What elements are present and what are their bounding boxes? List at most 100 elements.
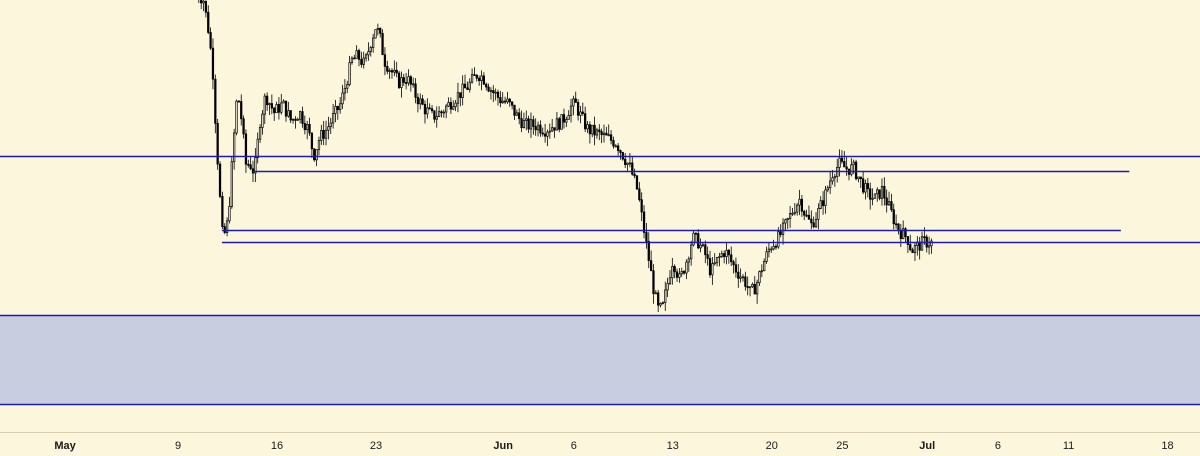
candle bbox=[487, 83, 490, 93]
candle bbox=[751, 282, 754, 289]
candle bbox=[584, 106, 587, 132]
time-axis-tick-label: Jun bbox=[493, 440, 513, 452]
candle bbox=[298, 110, 302, 124]
time-axis-tick-label: 18 bbox=[1161, 440, 1173, 452]
candle bbox=[614, 144, 617, 148]
candle bbox=[746, 276, 749, 296]
candle bbox=[864, 179, 867, 200]
candle bbox=[534, 118, 537, 136]
candle bbox=[845, 157, 848, 176]
candle bbox=[442, 109, 445, 118]
time-axis-tick-label: 11 bbox=[1063, 440, 1074, 452]
candle bbox=[784, 218, 787, 231]
horizontal-levels[interactable] bbox=[0, 155, 1200, 406]
candle bbox=[753, 276, 756, 295]
time-axis-panel bbox=[0, 432, 1200, 456]
candle bbox=[657, 289, 660, 313]
candle bbox=[581, 102, 584, 116]
candle bbox=[664, 281, 667, 311]
candle bbox=[525, 110, 528, 131]
candle bbox=[854, 159, 858, 181]
candle bbox=[737, 264, 740, 288]
candle bbox=[249, 157, 252, 171]
candle bbox=[609, 130, 613, 145]
candle bbox=[817, 203, 820, 230]
candle bbox=[369, 45, 372, 57]
candle bbox=[796, 203, 799, 216]
candle bbox=[449, 97, 453, 114]
candle bbox=[927, 236, 931, 255]
candle bbox=[706, 246, 709, 266]
candle bbox=[515, 109, 518, 116]
candle bbox=[666, 277, 669, 297]
candle bbox=[826, 185, 829, 193]
candle bbox=[819, 196, 822, 210]
candle bbox=[324, 120, 328, 146]
candle bbox=[876, 187, 879, 202]
candle bbox=[694, 232, 698, 243]
candle bbox=[687, 256, 690, 272]
candle bbox=[207, 5, 210, 35]
candle bbox=[513, 104, 516, 120]
candle bbox=[887, 191, 891, 206]
candle bbox=[339, 97, 342, 114]
candle bbox=[277, 97, 281, 120]
candle bbox=[692, 230, 695, 247]
candle bbox=[416, 93, 420, 113]
candle bbox=[419, 93, 422, 110]
candle bbox=[440, 110, 443, 118]
candle bbox=[734, 257, 738, 278]
candle bbox=[812, 216, 815, 229]
candle bbox=[357, 48, 361, 67]
candle bbox=[869, 182, 872, 210]
candle bbox=[242, 115, 245, 139]
candle bbox=[572, 95, 575, 116]
candle bbox=[565, 116, 568, 128]
candle bbox=[555, 111, 559, 131]
candle bbox=[718, 252, 721, 267]
candle bbox=[680, 267, 683, 277]
candle bbox=[767, 242, 771, 258]
candle bbox=[383, 47, 387, 76]
candle bbox=[682, 270, 686, 275]
candle bbox=[360, 51, 363, 68]
time-axis-tick-label: 23 bbox=[370, 440, 382, 452]
candle bbox=[788, 206, 792, 228]
candle bbox=[541, 127, 544, 137]
candle bbox=[744, 271, 747, 291]
candle bbox=[668, 270, 672, 286]
candle bbox=[266, 92, 269, 111]
candle bbox=[480, 70, 483, 91]
candle bbox=[624, 153, 627, 168]
candle bbox=[704, 240, 707, 264]
candle bbox=[739, 268, 742, 283]
candle bbox=[315, 149, 318, 167]
candle bbox=[633, 168, 636, 179]
candle bbox=[805, 209, 808, 218]
candle bbox=[485, 82, 488, 91]
candle bbox=[730, 246, 733, 267]
candle bbox=[310, 132, 314, 158]
candle bbox=[473, 67, 476, 76]
candle bbox=[562, 108, 566, 129]
candle bbox=[831, 169, 834, 185]
candle bbox=[649, 250, 653, 272]
candle bbox=[824, 185, 827, 214]
candle bbox=[821, 191, 825, 215]
candle bbox=[294, 116, 297, 129]
candle bbox=[233, 128, 236, 170]
candle bbox=[699, 238, 702, 253]
candle bbox=[758, 270, 761, 286]
candle bbox=[829, 171, 832, 195]
candle bbox=[548, 123, 551, 139]
candle bbox=[708, 250, 712, 278]
candle bbox=[878, 189, 881, 201]
candle bbox=[214, 74, 217, 134]
candle bbox=[532, 115, 535, 135]
candle bbox=[732, 259, 735, 274]
candle bbox=[576, 99, 580, 121]
candle bbox=[221, 191, 224, 229]
candle bbox=[273, 106, 276, 121]
